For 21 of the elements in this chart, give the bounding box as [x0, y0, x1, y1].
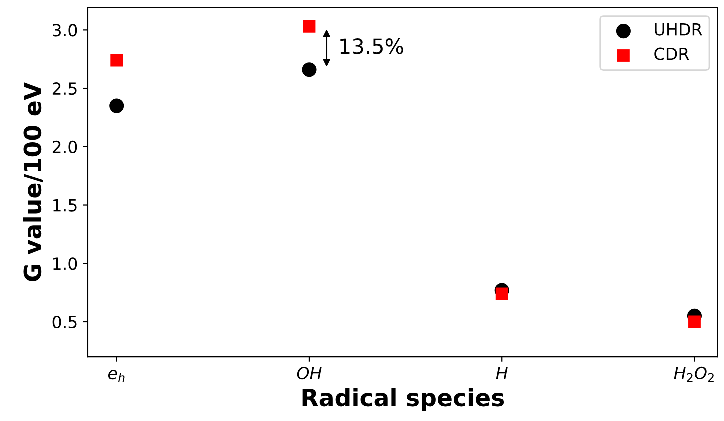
point [110, 98, 124, 114]
y-tick-label: 2.5 [52, 82, 77, 96]
x-tick-label: e$_{h}$ [108, 370, 125, 382]
point [110, 54, 124, 67]
y-tick-label: 1.0 [54, 258, 78, 270]
legend-label: CDR [654, 48, 690, 60]
point [303, 20, 316, 33]
legend-label: UHDR [655, 24, 702, 36]
y-tick-label: 1.5 [54, 199, 77, 212]
x-tick-label: OH [297, 367, 322, 380]
y-tick-label: 0.5 [52, 316, 77, 329]
point [496, 288, 508, 300]
point [688, 316, 701, 328]
annotation: 13.5% [340, 38, 404, 54]
x-tick-label: H [496, 367, 508, 380]
y-tick-label: 3.0 [53, 24, 78, 37]
y-tick-label: 2.0 [52, 140, 78, 154]
y-axis-title: G value/100 eV [23, 82, 44, 282]
x-axis-title: Radical species [302, 388, 504, 412]
point [302, 62, 317, 78]
x-tick-label: H$_{2}$O$_{2}$ [674, 366, 714, 382]
